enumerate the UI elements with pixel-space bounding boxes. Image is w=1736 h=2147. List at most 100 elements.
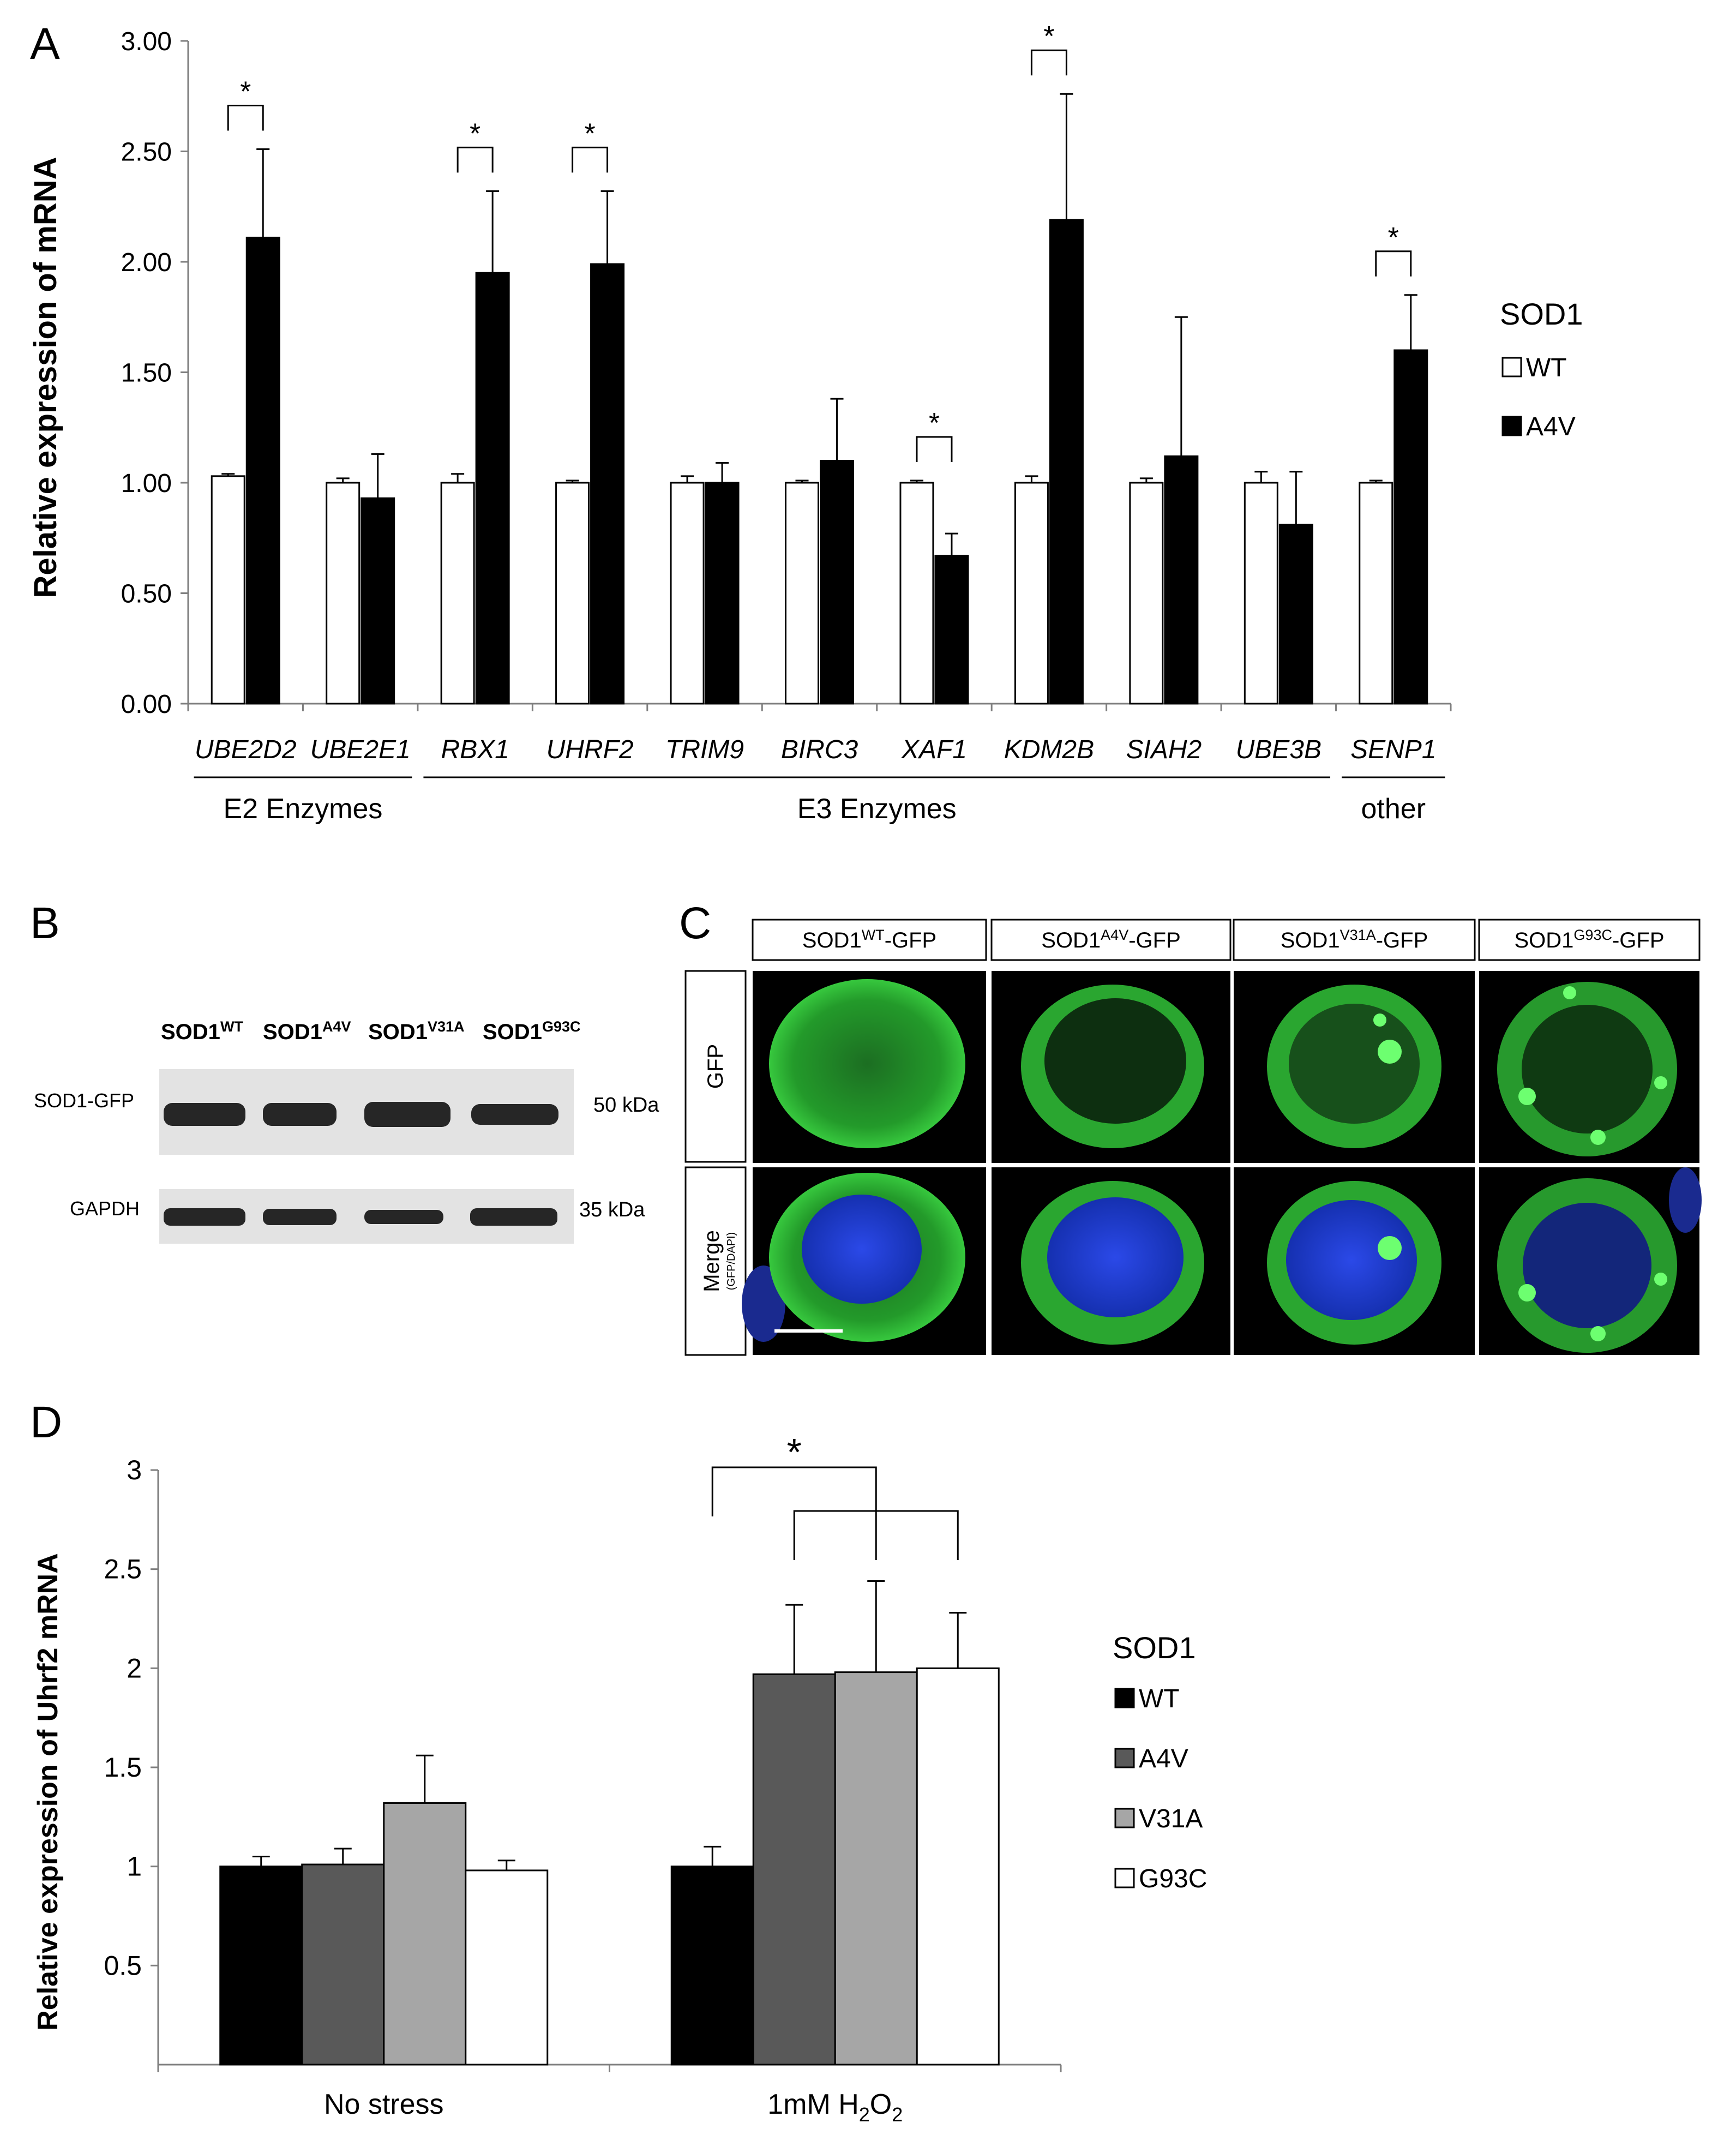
chart-a-ytick-label: 1.00 (121, 469, 172, 498)
svg-text:SOD1G93C: SOD1G93C (483, 1018, 580, 1044)
bar-wt-rbx1 (440, 482, 475, 705)
chart-d-ytick-label: 1.5 (104, 1752, 142, 1783)
chart-a-ytick-label: 1.50 (121, 359, 172, 388)
bar-wt-xaf1 (899, 482, 934, 705)
legend-swatch-v31a (1114, 1808, 1135, 1828)
bar-a4v-ube2e1 (361, 497, 395, 705)
category-label-ube2d2: UBE2D2 (195, 735, 297, 764)
panel-letter-a: A (30, 19, 60, 69)
svg-text:SOD1WT: SOD1WT (161, 1018, 243, 1044)
bar-a4v-kdm2b (1049, 219, 1084, 705)
chart-d-ytick-label: 2 (127, 1653, 142, 1683)
bar-a4v-1mm-h2o2 (752, 1673, 836, 2066)
band-gapdh-v31a (364, 1210, 443, 1224)
significance-star: * (240, 76, 251, 107)
bar-a4v-birc3 (820, 460, 854, 705)
row-label-merge-sub: (GFP/DAPI) (725, 1232, 737, 1291)
kda-label-35: 35 kDa (579, 1198, 645, 1221)
band-sod1-wt (164, 1103, 245, 1126)
significance-star: * (584, 118, 595, 149)
bar-v31a-1mm-h2o2 (834, 1671, 918, 2066)
category-label-1mm-h2o2: 1mM H2O2 (767, 2089, 903, 2126)
panel-letter-d: D (30, 1398, 62, 1447)
chart-a-ytick-label: 2.00 (121, 248, 172, 277)
legend-label-a4v: A4V (1139, 1744, 1188, 1773)
category-label-no-stress: No stress (324, 2089, 444, 2120)
category-label-kdm2b: KDM2B (1004, 735, 1094, 764)
bar-a4v-uhrf2 (590, 263, 625, 705)
svg-text:SOD1V31A-GFP: SOD1V31A-GFP (1281, 927, 1428, 952)
svg-text:SOD1A4V-GFP: SOD1A4V-GFP (1041, 927, 1181, 952)
legend-title: SOD1 (1500, 297, 1583, 331)
bar-a4v-rbx1 (475, 272, 510, 705)
chart-a-ytick-label: 2.50 (121, 138, 172, 167)
legend-swatch-a4v (1501, 416, 1522, 436)
panel-letter-c: C (679, 898, 711, 948)
bar-a4v-no-stress (301, 1863, 385, 2066)
significance-bracket (1375, 250, 1412, 277)
band-gapdh-a4v (263, 1209, 337, 1225)
significance-star: * (470, 118, 480, 149)
svg-text:SOD1WT-GFP: SOD1WT-GFP (802, 927, 936, 952)
band-gapdh-wt (164, 1208, 245, 1226)
category-label-birc3: BIRC3 (781, 735, 858, 764)
chart-a-ytick-label: 0.50 (121, 580, 172, 609)
blot-row-label-gapdh: GAPDH (70, 1197, 140, 1220)
group-label-e3-enzymes: E3 Enzymes (797, 793, 957, 825)
bar-wt-uhrf2 (555, 482, 590, 705)
chart-d-ytick-label: 2.5 (104, 1554, 142, 1585)
category-label-siah2: SIAH2 (1126, 735, 1202, 764)
legend-label-wt: WT (1526, 353, 1567, 382)
bar-wt-ube2d2 (211, 475, 245, 705)
group-label-e2-enzymes: E2 Enzymes (224, 793, 383, 825)
legend-swatch-wt (1501, 357, 1522, 377)
chart-a-ytick-label: 0.00 (121, 690, 172, 719)
legend-label-a4v: A4V (1526, 412, 1576, 441)
significance-star: * (929, 407, 940, 439)
legend-swatch-a4v (1114, 1748, 1135, 1768)
chart-d: 0.5 1 1.5 2 2.5 3 No stress 1mM H2O2 * SOD1 WT A4V V… (104, 1431, 1207, 2126)
significance-bracket (227, 104, 264, 131)
category-label-uhrf2: UHRF2 (546, 735, 634, 764)
svg-text:SOD1V31A: SOD1V31A (368, 1018, 464, 1044)
significance-bracket (1030, 49, 1067, 76)
legend-label-wt: WT (1139, 1684, 1180, 1713)
microscopy-panel: SOD1WT-GFP SOD1A4V-GFP SOD1V31A-GFP SOD1… (684, 919, 1702, 1356)
row-label-merge: Merge (700, 1230, 724, 1292)
band-sod1-g93c (471, 1104, 558, 1125)
panel-letter-b: B (30, 898, 60, 948)
significance-bracket (456, 146, 494, 173)
category-label-ube2e1: UBE2E1 (310, 735, 411, 764)
svg-text:SOD1G93C-GFP: SOD1G93C-GFP (1514, 927, 1664, 952)
western-blot-panel: SOD1WT SOD1A4V SOD1V31A SOD1G93C SOD1-GF… (34, 1018, 659, 1244)
legend-title: SOD1 (1113, 1630, 1196, 1665)
bar-a4v-senp1 (1393, 349, 1428, 705)
legend-label-v31a: V31A (1139, 1804, 1203, 1833)
bar-g93c-no-stress (465, 1869, 549, 2066)
significance-star: * (1388, 222, 1399, 254)
significance-bracket (572, 146, 609, 173)
significance-star: * (1043, 21, 1054, 52)
chart-d-ytick-label: 3 (127, 1455, 142, 1485)
category-label-xaf1: XAF1 (901, 735, 967, 764)
kda-label-50: 50 kDa (593, 1094, 659, 1117)
category-label-rbx1: RBX1 (441, 735, 509, 764)
bar-wt-trim9 (670, 482, 705, 705)
bar-a4v-ube2d2 (245, 236, 280, 705)
chart-d-ytick-label: 1 (127, 1851, 142, 1882)
chart-a-ytick-label: 3.00 (121, 27, 172, 56)
bar-a4v-trim9 (705, 482, 740, 705)
category-label-trim9: TRIM9 (665, 735, 744, 764)
bar-a4v-xaf1 (934, 555, 969, 705)
bar-wt-birc3 (785, 482, 819, 705)
bar-a4v-siah2 (1164, 455, 1199, 705)
bar-wt-ube3b (1244, 482, 1278, 705)
chart-a: 0.00 0.50 1.00 1.50 2.00 2.50 3.00 UBE2D2 * UBE2E… (121, 21, 1583, 825)
blot-row-label-sod1-gfp: SOD1-GFP (34, 1089, 134, 1112)
legend-swatch-wt (1114, 1688, 1135, 1708)
category-label-senp1: SENP1 (1350, 735, 1436, 764)
chart-d-ylabel: Relative expression of Uhrf2 mRNA (32, 1553, 64, 2031)
band-gapdh-g93c (470, 1208, 557, 1226)
band-sod1-a4v (263, 1103, 337, 1126)
